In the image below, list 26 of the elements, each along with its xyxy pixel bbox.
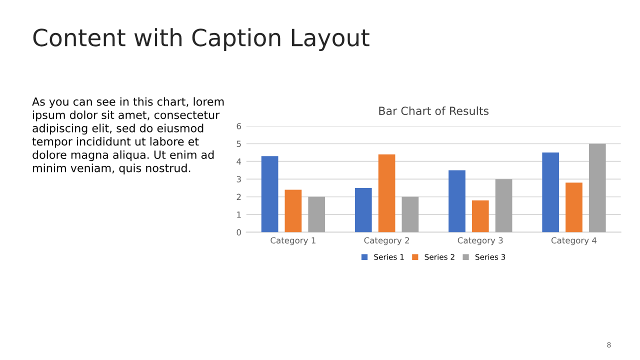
x-tick-label: Category 3 bbox=[458, 237, 503, 246]
y-tick-label: 0 bbox=[236, 229, 241, 236]
bar bbox=[261, 156, 278, 232]
x-tick-label: Category 4 bbox=[551, 237, 597, 246]
text: As you can see in this chart, lorem ipsum dolor sit amet, consectetur adipiscing elit, sed do eiusmod tempor incididunt ut labore et dolore magna aliqua. Ut enim ad minim veniam, quis nostrud. bbox=[32, 97, 224, 174]
bar bbox=[495, 179, 512, 232]
bar bbox=[566, 182, 582, 232]
bar bbox=[284, 190, 302, 232]
bar bbox=[448, 170, 466, 232]
bar bbox=[472, 200, 489, 232]
chart-title: Bar Chart of Results bbox=[379, 106, 489, 116]
bar bbox=[378, 154, 396, 232]
y-tick-label: 2 bbox=[236, 194, 241, 200]
x-tick-label: Category 1 bbox=[270, 237, 316, 246]
y-tick-label: 3 bbox=[236, 176, 241, 182]
y-tick-label: 1 bbox=[237, 212, 241, 218]
bar bbox=[354, 188, 372, 232]
y-tick-label: 6 bbox=[236, 122, 242, 130]
bar bbox=[308, 196, 326, 232]
bar bbox=[588, 144, 606, 232]
x-tick-label: Category 2 bbox=[364, 237, 409, 246]
text: Content with Caption Layout bbox=[33, 28, 370, 52]
y-tick-label: 5 bbox=[236, 140, 241, 147]
bar bbox=[402, 196, 419, 232]
bar bbox=[542, 152, 560, 232]
y-tick-label: 4 bbox=[236, 158, 242, 165]
